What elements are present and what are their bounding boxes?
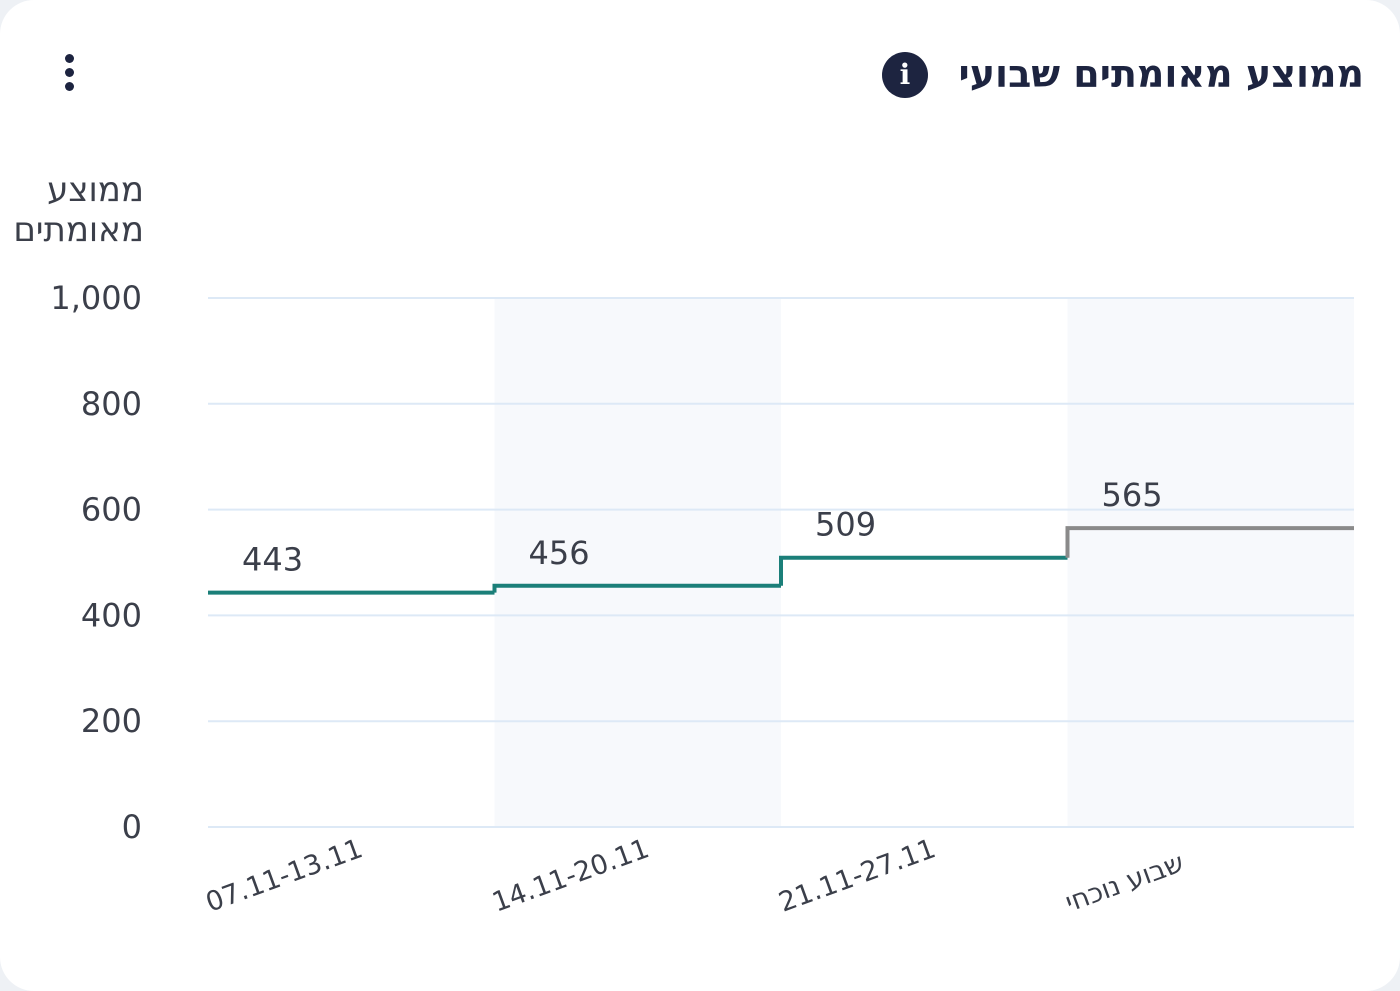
data-label: 456	[529, 534, 590, 572]
y-axis-label: ממוצע מאומתים	[13, 170, 144, 250]
step-segment-current-week	[1065, 526, 1354, 558]
kebab-dot	[65, 68, 74, 77]
data-label: 565	[1102, 476, 1163, 514]
kebab-dot	[65, 54, 74, 63]
card-title: ממוצע מאומתים שבועי	[958, 52, 1364, 96]
x-tick-label: 14.11-20.11	[488, 833, 653, 918]
y-tick-label: 800	[81, 385, 142, 423]
y-tick-label: 400	[81, 596, 142, 634]
y-axis-label-line: מאומתים	[13, 210, 144, 250]
step-segment	[779, 555, 1068, 586]
data-label: 443	[242, 541, 303, 579]
category-band	[494, 298, 781, 827]
y-tick-label: 1,000	[50, 279, 142, 317]
kebab-menu-icon[interactable]	[54, 48, 84, 96]
x-tick-label: שבוע נוכחי	[1061, 847, 1188, 918]
x-tick-label: 07.11-13.11	[202, 833, 367, 918]
y-tick-label: 600	[81, 491, 142, 529]
info-icon[interactable]: i	[882, 52, 928, 98]
step-segment	[492, 583, 781, 593]
category-band	[1067, 298, 1354, 827]
y-tick-label: 0	[122, 808, 142, 846]
kebab-dot	[65, 82, 74, 91]
y-axis-label-line: ממוצע	[47, 170, 144, 210]
y-tick-label: 200	[81, 702, 142, 740]
data-label: 509	[815, 506, 876, 544]
x-tick-label: 21.11-27.11	[775, 833, 940, 918]
